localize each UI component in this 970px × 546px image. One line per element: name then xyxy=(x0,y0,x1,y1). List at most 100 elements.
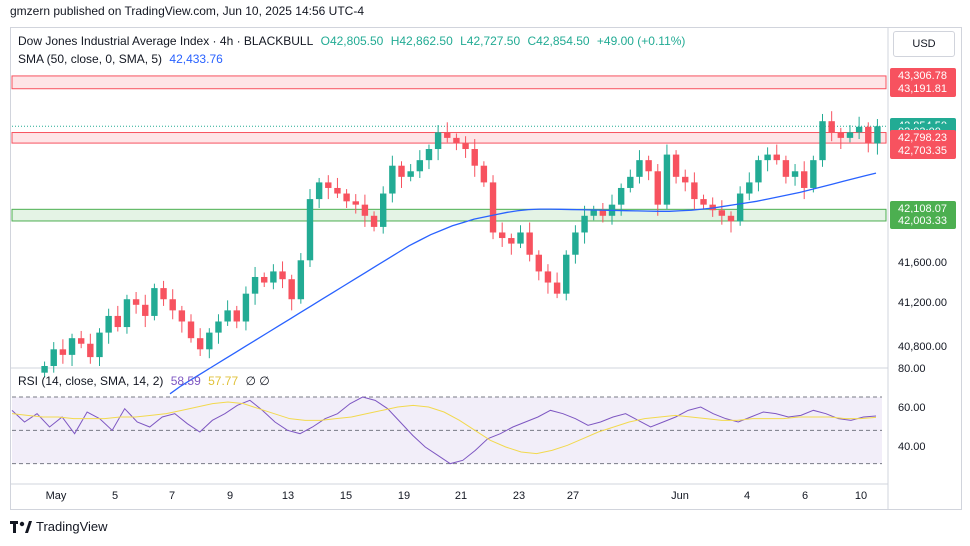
candle-body xyxy=(718,210,726,216)
time-tick: Jun xyxy=(671,490,689,502)
candle-body xyxy=(782,160,790,177)
candle-body xyxy=(736,193,744,222)
price-badge: 42,703.35 xyxy=(890,143,956,160)
candle-body xyxy=(791,171,799,177)
candle-body xyxy=(215,321,222,333)
candle-body xyxy=(187,321,195,339)
chart-frame[interactable] xyxy=(10,27,962,510)
candle-body xyxy=(325,182,332,188)
rsi-layer xyxy=(11,396,882,465)
zones-layer xyxy=(11,75,887,222)
candle-body xyxy=(68,338,76,355)
candle-body xyxy=(636,160,643,177)
sma-legend: SMA (50, close, 0, SMA, 5) 42,433.76 xyxy=(18,52,227,66)
candle-body xyxy=(96,332,103,358)
candle-body xyxy=(361,204,369,216)
candle-body xyxy=(581,215,588,233)
candle-body xyxy=(645,160,652,172)
candle-body xyxy=(837,132,845,138)
candle-body xyxy=(425,149,433,161)
candle-body xyxy=(87,343,94,358)
candle-body xyxy=(471,149,478,166)
low-value: L42,727.50 xyxy=(460,34,521,48)
publish-caption: gmzern published on TradingView.com, Jun… xyxy=(10,4,364,18)
candle-body xyxy=(773,154,780,161)
candle-body xyxy=(288,279,295,300)
rsi-tick: 80.00 xyxy=(898,363,926,375)
candle-body xyxy=(50,349,57,366)
price-tick: 40,800.00 xyxy=(898,341,947,353)
candle-body xyxy=(599,210,607,216)
candle-body xyxy=(727,215,735,222)
candle-body xyxy=(59,349,67,355)
high-value: H42,862.50 xyxy=(390,34,453,48)
time-tick: 4 xyxy=(743,490,751,502)
tradingview-logo-icon xyxy=(10,520,32,533)
price-badge: 43,306.78 xyxy=(890,67,956,84)
rsi-label[interactable]: RSI (14, close, SMA, 14, 2) xyxy=(18,374,164,388)
grid-layer xyxy=(11,28,889,509)
candle-body xyxy=(434,132,442,150)
time-tick: 15 xyxy=(339,490,353,502)
time-tick: 5 xyxy=(111,490,119,502)
currency-button[interactable]: USD xyxy=(893,31,955,57)
candle-body xyxy=(553,282,561,294)
candle-body xyxy=(828,121,835,133)
candle-body xyxy=(672,154,680,177)
candle-body xyxy=(343,193,350,202)
candle-body xyxy=(663,154,671,205)
sma-layer xyxy=(169,172,877,395)
candle-body xyxy=(444,132,451,138)
candle-body xyxy=(700,199,707,205)
candle-body xyxy=(489,182,497,233)
candle-body xyxy=(407,171,414,177)
candle-body xyxy=(654,171,661,205)
candle-body xyxy=(389,165,396,194)
candle-body xyxy=(590,210,597,216)
candle-body xyxy=(279,271,286,280)
candle-body xyxy=(764,154,771,161)
candle-body xyxy=(142,304,149,316)
resistance-upper-zone xyxy=(11,75,887,90)
candle-body xyxy=(810,160,817,188)
candle-body xyxy=(77,338,85,344)
time-tick: 9 xyxy=(226,490,234,502)
candle-body xyxy=(233,310,240,322)
symbol-title[interactable]: Dow Jones Industrial Average Index · 4h … xyxy=(18,34,314,48)
candle-body xyxy=(380,193,387,227)
price-tick: 41,600.00 xyxy=(898,257,947,269)
candle-body xyxy=(352,201,359,205)
candle-body xyxy=(572,232,579,255)
time-tick: 13 xyxy=(281,490,295,502)
time-tick: 6 xyxy=(801,490,809,502)
candle-body xyxy=(224,310,231,322)
candle-body xyxy=(801,171,808,188)
candle-body xyxy=(41,366,48,373)
sma-line xyxy=(169,172,877,395)
rsi-extra: ∅ ∅ xyxy=(245,374,270,388)
candle-body xyxy=(160,288,167,300)
candle-body xyxy=(819,121,826,161)
candle-body xyxy=(535,254,542,272)
candle-body xyxy=(370,215,378,227)
candle-body xyxy=(334,187,341,194)
candle-body xyxy=(178,310,186,322)
candle-body xyxy=(261,276,268,283)
time-tick: 10 xyxy=(854,490,868,502)
time-tick: 23 xyxy=(512,490,526,502)
candle-body xyxy=(123,299,131,328)
candle-body xyxy=(270,271,277,283)
candle-body xyxy=(846,132,854,138)
candle-body xyxy=(627,176,634,188)
time-tick: May xyxy=(45,490,67,502)
footer-brand[interactable]: TradingView xyxy=(10,519,108,534)
time-tick: 27 xyxy=(566,490,580,502)
rsi-value: 58.59 xyxy=(170,374,201,388)
candle-body xyxy=(874,126,881,144)
rsi-tick: 60.00 xyxy=(898,402,926,414)
candle-body xyxy=(169,299,176,311)
time-tick: 7 xyxy=(168,490,176,502)
sma-label[interactable]: SMA (50, close, 0, SMA, 5) xyxy=(18,52,163,66)
candle-body xyxy=(297,260,305,300)
